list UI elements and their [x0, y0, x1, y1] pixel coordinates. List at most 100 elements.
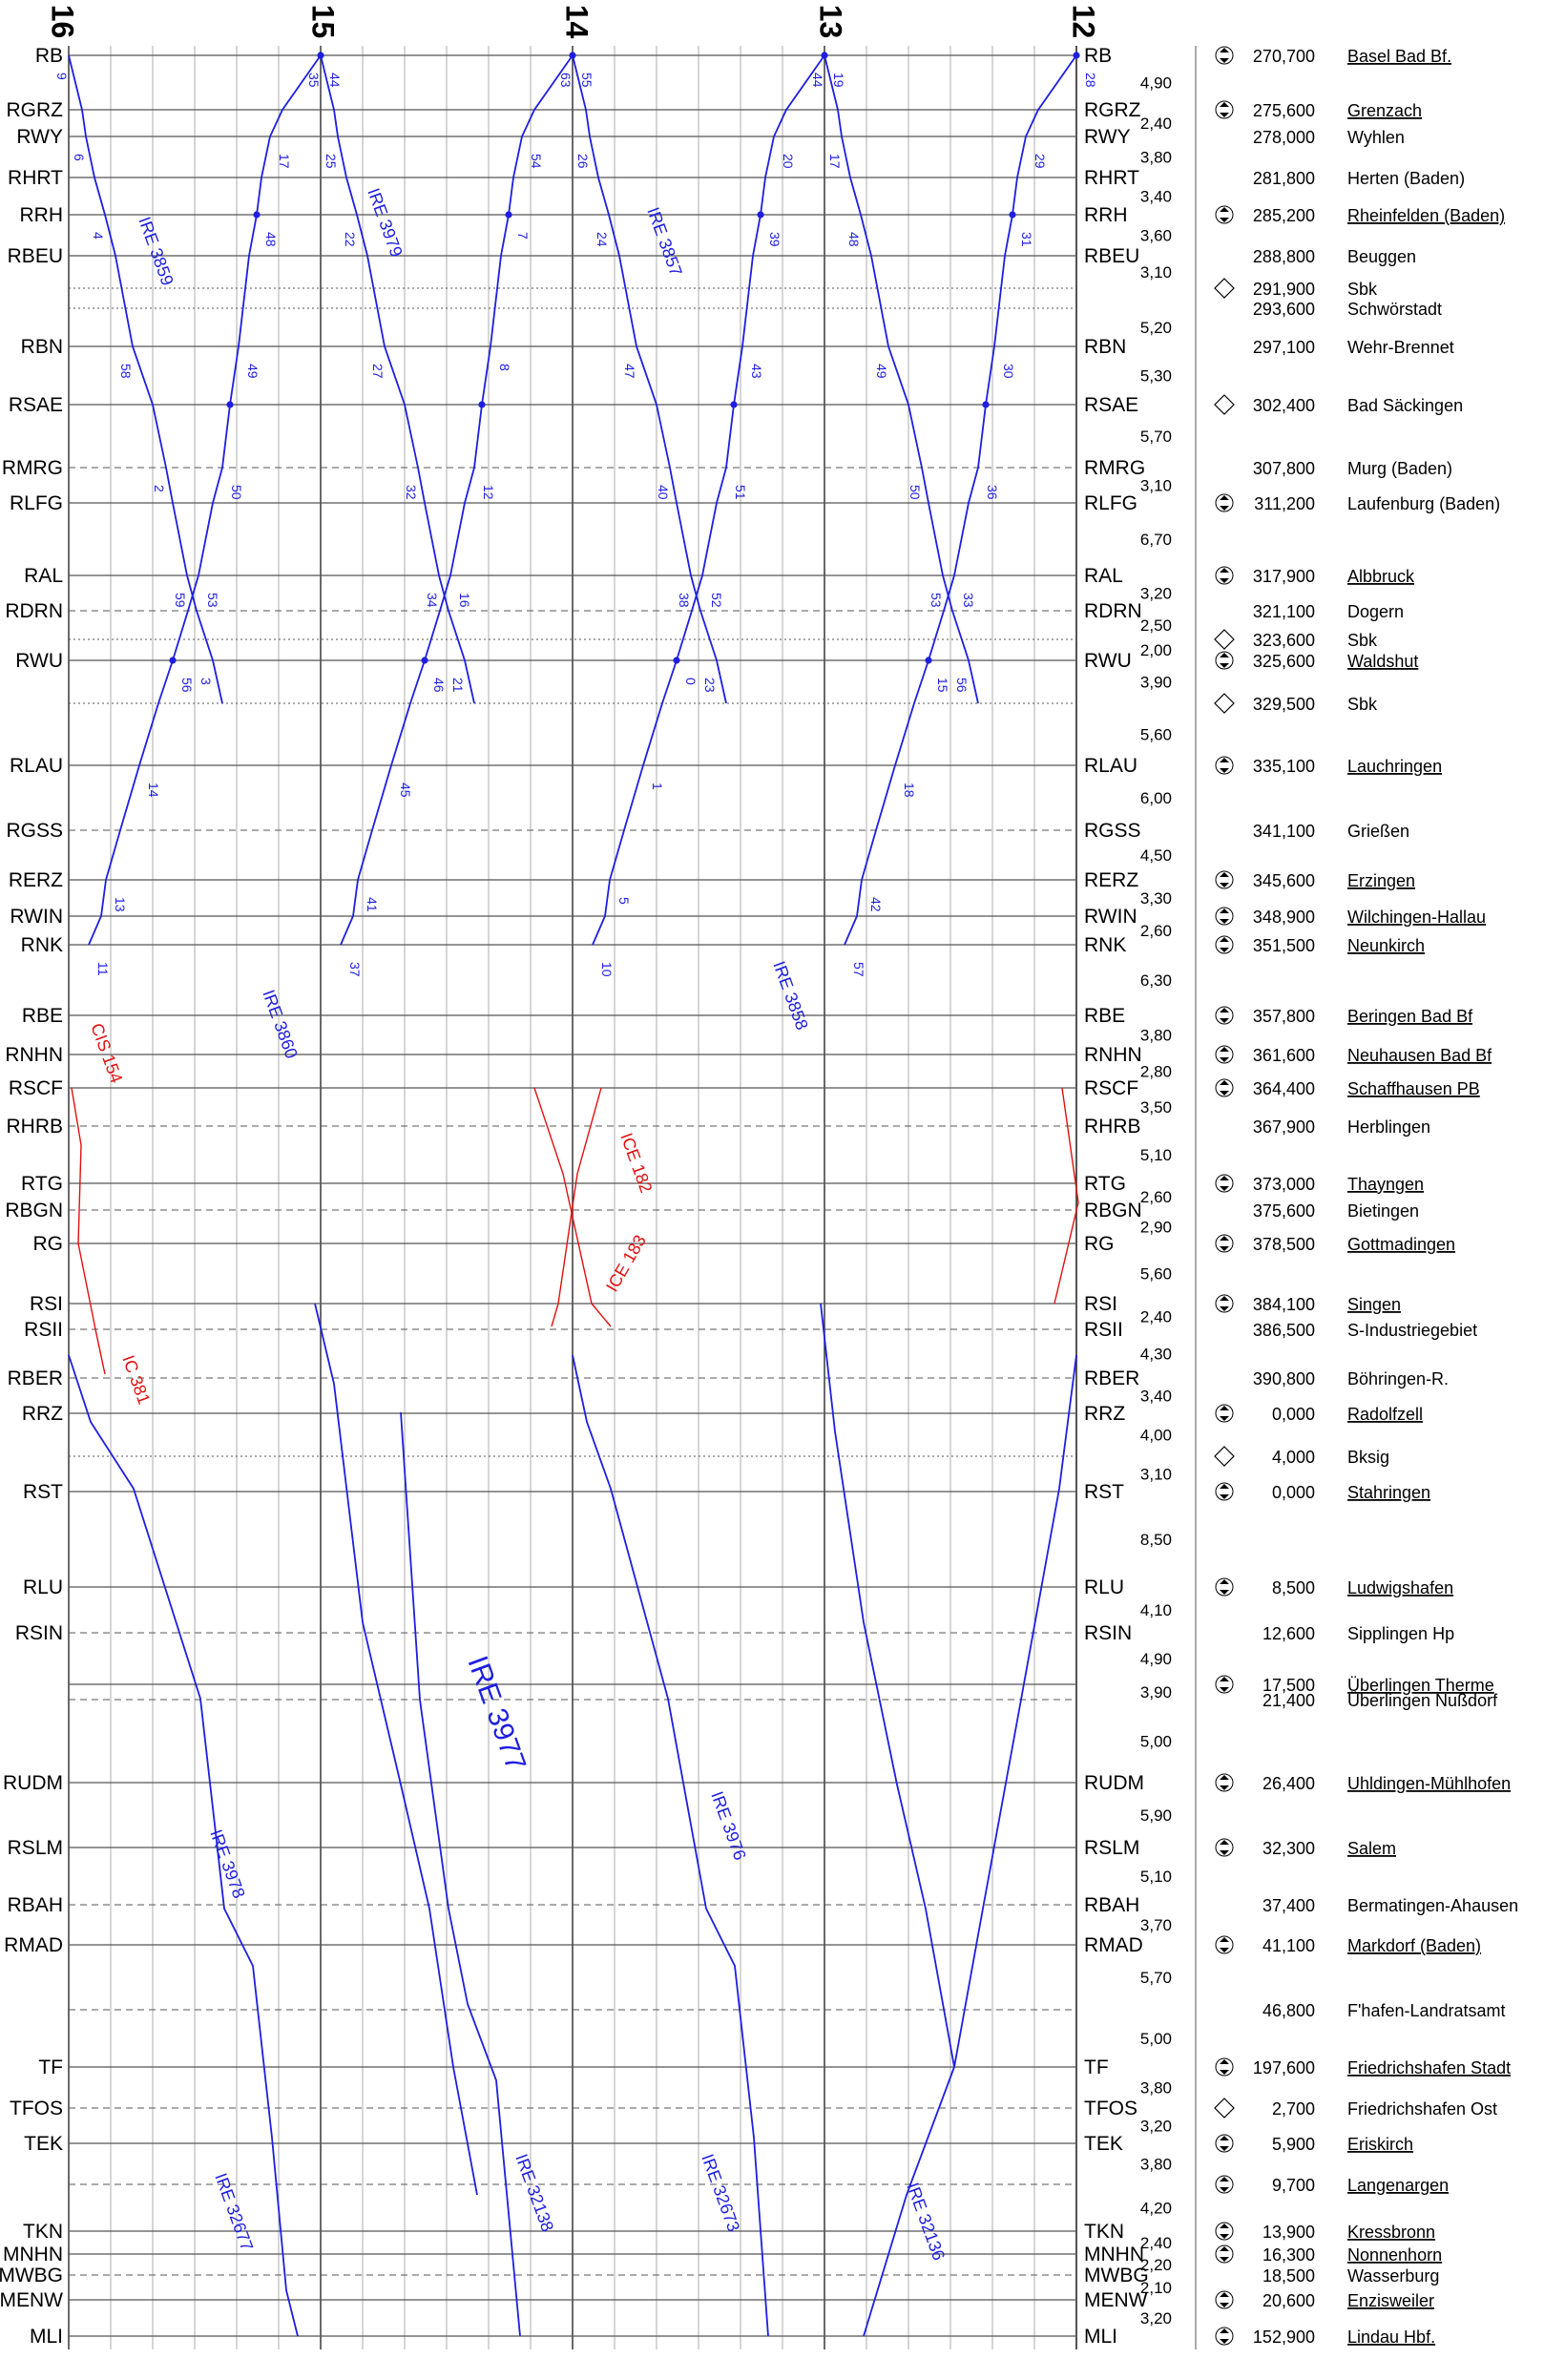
km-label: 361,600	[1253, 1046, 1315, 1065]
minute-label: 59	[173, 593, 188, 608]
km-label: 384,100	[1253, 1295, 1315, 1314]
direction-arrows-icon	[1215, 1006, 1234, 1025]
train-number-label: IRE 32138	[511, 2152, 557, 2235]
km-label: 297,100	[1253, 338, 1315, 357]
minute-label: 37	[347, 962, 363, 977]
distance-label: 2,20	[1140, 2256, 1172, 2274]
station-name: Neuhausen Bad Bf	[1347, 1046, 1492, 1065]
station-name: Eriskirch	[1347, 2135, 1413, 2154]
minute-label: 29	[1033, 154, 1048, 169]
distance-label: 4,10	[1140, 1601, 1172, 1619]
direction-arrows-icon	[1220, 2223, 1229, 2239]
diamond-icon	[1214, 629, 1235, 650]
stop-dot	[673, 657, 680, 664]
distance-label: 4,00	[1140, 1427, 1172, 1445]
station-code-right: RHRT	[1084, 167, 1139, 189]
station-name: Lauchringen	[1347, 757, 1442, 776]
direction-arrows-icon	[1220, 1775, 1229, 1790]
grid-layer	[68, 46, 1197, 2349]
station-code-right: RBGN	[1084, 1200, 1142, 1221]
station-code-right: RSI	[1084, 1293, 1117, 1315]
minute-label: 48	[263, 232, 279, 247]
station-code-right: RB	[1084, 45, 1112, 67]
station-name: Sbk	[1347, 631, 1378, 650]
direction-arrows-icon	[1220, 908, 1229, 924]
station-row: RG RG 2,90 378,500 Gottmadingen	[33, 1219, 1456, 1256]
km-label: 325,600	[1253, 652, 1315, 671]
station-code-right: RLFG	[1084, 492, 1137, 514]
station-code-right: RLAU	[1084, 755, 1137, 777]
minute-label: 49	[874, 364, 889, 379]
station-name: Nonnenhorn	[1347, 2245, 1442, 2265]
stop-dot	[1073, 52, 1080, 59]
station-row: RST RST 3,10 0,000 Stahringen	[23, 1466, 1430, 1504]
station-code-left: MNHN	[3, 2244, 63, 2265]
station-code-right: TFOS	[1084, 2098, 1137, 2119]
direction-arrows-icon	[1215, 1935, 1234, 1954]
distance-label: 3,40	[1140, 188, 1172, 206]
minute-label: 41	[365, 897, 380, 912]
station-name: Singen	[1347, 1295, 1401, 1314]
direction-arrows-icon	[1215, 2175, 1234, 2194]
train-path	[320, 54, 475, 704]
km-label: 18,500	[1262, 2266, 1315, 2286]
distance-label: 4,50	[1140, 846, 1172, 865]
distance-label: 6,00	[1140, 789, 1172, 807]
train-number-label: CIS 154	[87, 1021, 126, 1086]
stop-dot	[421, 657, 428, 664]
minute-label: 27	[370, 364, 386, 379]
station-code-left: RGRZ	[7, 99, 64, 121]
km-label: 26,400	[1262, 1774, 1315, 1793]
station-name: Lindau Hbf.	[1347, 2328, 1435, 2347]
distance-label: 5,70	[1140, 1969, 1172, 1987]
station-row: RWY RWY 2,40 278,000 Wyhlen	[16, 115, 1405, 148]
station-code-left: RHRT	[8, 167, 63, 189]
train-number-label: IRE 32136	[903, 2181, 949, 2264]
station-code-left: RTG	[21, 1173, 63, 1195]
distance-label: 3,30	[1140, 889, 1172, 908]
distance-label: 5,30	[1140, 367, 1172, 386]
direction-arrows-icon	[1220, 2177, 1229, 2192]
station-code-left: RSAE	[9, 394, 63, 416]
station-row: 5,70 46,800 F'hafen-Landratsamt	[1140, 1969, 1506, 2020]
station-code-right: MLI	[1084, 2326, 1117, 2348]
station-code-left: RSLM	[8, 1837, 63, 1859]
station-code-right: RWY	[1084, 126, 1131, 148]
minute-label: 14	[146, 783, 161, 798]
distance-label: 3,20	[1140, 2309, 1172, 2328]
station-name: Wilchingen-Hallau	[1347, 908, 1486, 927]
direction-arrows-icon	[1220, 1484, 1229, 1499]
train-number-label: IRE 3858	[769, 959, 811, 1033]
km-label: 37,400	[1262, 1896, 1315, 1915]
station-code-left: RMRG	[2, 457, 63, 479]
station-row: MLI MLI 3,20 152,900 Lindau Hbf.	[30, 2309, 1435, 2348]
minute-label: 0	[683, 678, 699, 685]
station-code-left: RHRB	[6, 1116, 63, 1138]
train-number-label: IRE 32677	[211, 2171, 257, 2254]
distance-label: 5,90	[1140, 1806, 1172, 1825]
direction-arrows-icon	[1220, 568, 1229, 583]
station-row: RBE RBE 6,30 357,800 Beringen Bad Bf	[22, 971, 1473, 1027]
direction-arrows-icon	[1220, 758, 1229, 773]
minute-label: 57	[851, 962, 866, 977]
station-name: Schwörstadt	[1347, 300, 1442, 319]
station-code-left: RGSS	[6, 820, 63, 842]
station-code-right: RBAH	[1084, 1894, 1139, 1916]
station-name: Sbk	[1347, 280, 1378, 299]
km-label: 378,500	[1253, 1235, 1315, 1254]
train-number-label: IC 381	[118, 1353, 154, 1408]
minute-label: 16	[457, 593, 472, 608]
train-number-label: IRE 3859	[135, 215, 177, 288]
minute-label: 17	[827, 154, 843, 169]
minute-label: 8	[497, 364, 512, 371]
station-name: Beuggen	[1347, 247, 1416, 266]
direction-arrows-icon	[1215, 2222, 1234, 2241]
minute-label: 40	[656, 485, 671, 500]
minute-label: 1	[650, 783, 665, 790]
train-path	[340, 54, 574, 946]
station-code-left: RRZ	[22, 1403, 63, 1425]
km-label: 152,900	[1253, 2328, 1315, 2347]
